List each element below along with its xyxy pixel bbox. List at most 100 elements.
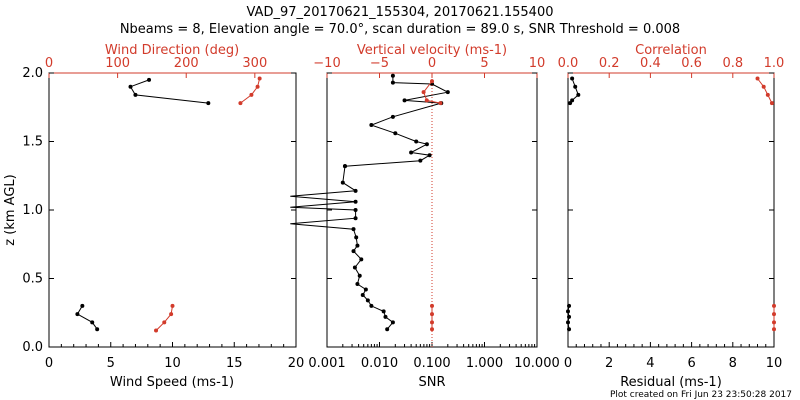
data-point xyxy=(354,235,359,240)
data-point xyxy=(238,101,243,106)
data-point xyxy=(573,84,578,89)
data-point xyxy=(424,98,429,103)
bottom-tick-label: 2 xyxy=(605,356,613,371)
bottom-tick-label: 5 xyxy=(107,356,115,371)
top-tick-label: 0.4 xyxy=(640,56,661,71)
bottom-tick-label: 10 xyxy=(164,356,181,371)
correlation-axis-label: Correlation xyxy=(635,43,707,58)
data-point xyxy=(249,92,254,97)
bottom-tick-label: 4 xyxy=(646,356,654,371)
panel-residual: 0 2 4 6 8 10 0.0 0.2 0.4 0.6 0.8 1.0 Correlation Re… xyxy=(558,43,785,390)
data-point xyxy=(342,164,347,169)
top-tick-label: 100 xyxy=(105,56,130,71)
bottom-tick-label: 0 xyxy=(45,356,53,371)
series-line xyxy=(757,78,773,104)
data-point xyxy=(568,101,573,106)
series-line xyxy=(423,80,441,104)
top-tick-label: 0 xyxy=(45,56,53,71)
y-axis-label: z (km AGL) xyxy=(3,174,18,245)
data-point xyxy=(567,327,572,332)
residual-axis-label: Residual (ms-1) xyxy=(620,375,722,390)
bottom-tick-label: 8 xyxy=(729,356,737,371)
data-point xyxy=(257,76,262,81)
top-tick-label: 1.0 xyxy=(764,56,785,71)
data-point xyxy=(566,309,570,314)
y-tick-label: 1.0 xyxy=(22,203,43,218)
data-point xyxy=(769,101,774,106)
data-point xyxy=(566,320,570,325)
data-point xyxy=(353,208,358,212)
bottom-tick-label: 15 xyxy=(226,356,243,371)
data-point xyxy=(761,84,766,89)
data-point xyxy=(385,327,390,332)
data-point xyxy=(390,114,395,119)
panel-residual-frame xyxy=(567,72,775,348)
data-point xyxy=(357,273,362,278)
figure-title-line1: VAD_97_20170621_155304, 20170621.155400 xyxy=(247,5,554,20)
figure-title-line2: Nbeams = 8, Elevation angle = 70.0°, sca… xyxy=(120,22,680,37)
data-point xyxy=(352,265,357,270)
snr-axis-label: SNR xyxy=(418,375,445,390)
data-point xyxy=(390,320,395,325)
data-point xyxy=(430,312,434,317)
data-point xyxy=(369,303,374,308)
data-point xyxy=(128,84,133,89)
bottom-tick-label: 6 xyxy=(687,356,695,371)
data-point xyxy=(567,314,572,319)
data-point xyxy=(353,188,358,193)
data-point xyxy=(430,320,434,325)
data-point xyxy=(567,303,572,308)
data-point xyxy=(365,298,370,303)
data-point xyxy=(570,76,575,81)
data-point xyxy=(355,243,360,248)
series-line xyxy=(344,75,450,167)
data-point xyxy=(576,92,581,97)
top-tick-label: 5 xyxy=(480,56,488,71)
data-point xyxy=(359,257,364,262)
data-point xyxy=(424,142,429,147)
data-point xyxy=(147,77,152,82)
data-point xyxy=(90,320,95,325)
panel-snr-marks xyxy=(290,73,450,347)
top-tick-label: 300 xyxy=(242,56,267,71)
top-tick-label: 0 xyxy=(428,56,436,71)
data-point xyxy=(755,76,760,81)
data-point xyxy=(353,199,358,204)
y-tick-label: 1.5 xyxy=(22,135,43,150)
panel-residual-marks xyxy=(566,76,776,332)
data-point xyxy=(355,281,360,286)
series-line xyxy=(290,166,394,330)
data-point xyxy=(430,327,434,332)
data-point xyxy=(772,327,776,332)
data-point xyxy=(360,292,365,297)
y-tick-label: 2.0 xyxy=(22,66,43,81)
data-point xyxy=(340,180,345,185)
data-point xyxy=(427,153,432,158)
data-point xyxy=(430,79,434,84)
data-point xyxy=(570,98,575,103)
bottom-tick-label: 0.100 xyxy=(413,356,450,371)
wind-direction-axis-label: Wind Direction (deg) xyxy=(105,43,239,58)
data-point xyxy=(421,90,426,95)
series-line xyxy=(76,305,98,330)
y-tick-label: 0.5 xyxy=(22,272,43,287)
data-point xyxy=(95,327,100,332)
plot-footer: Plot created on Fri Jun 23 23:50:28 2017 xyxy=(610,390,792,400)
data-point xyxy=(383,314,388,319)
bottom-tick-label: 10 xyxy=(766,356,783,371)
wind-speed-axis-label: Wind Speed (ms-1) xyxy=(110,375,234,390)
data-point xyxy=(351,227,356,232)
data-point xyxy=(154,328,159,333)
data-point xyxy=(445,90,450,95)
data-point xyxy=(170,303,175,308)
data-point xyxy=(75,312,80,317)
data-point xyxy=(390,73,395,78)
data-point xyxy=(765,92,770,97)
data-point xyxy=(381,309,386,314)
data-point xyxy=(255,84,260,89)
data-point xyxy=(414,139,419,144)
data-point xyxy=(430,303,434,308)
